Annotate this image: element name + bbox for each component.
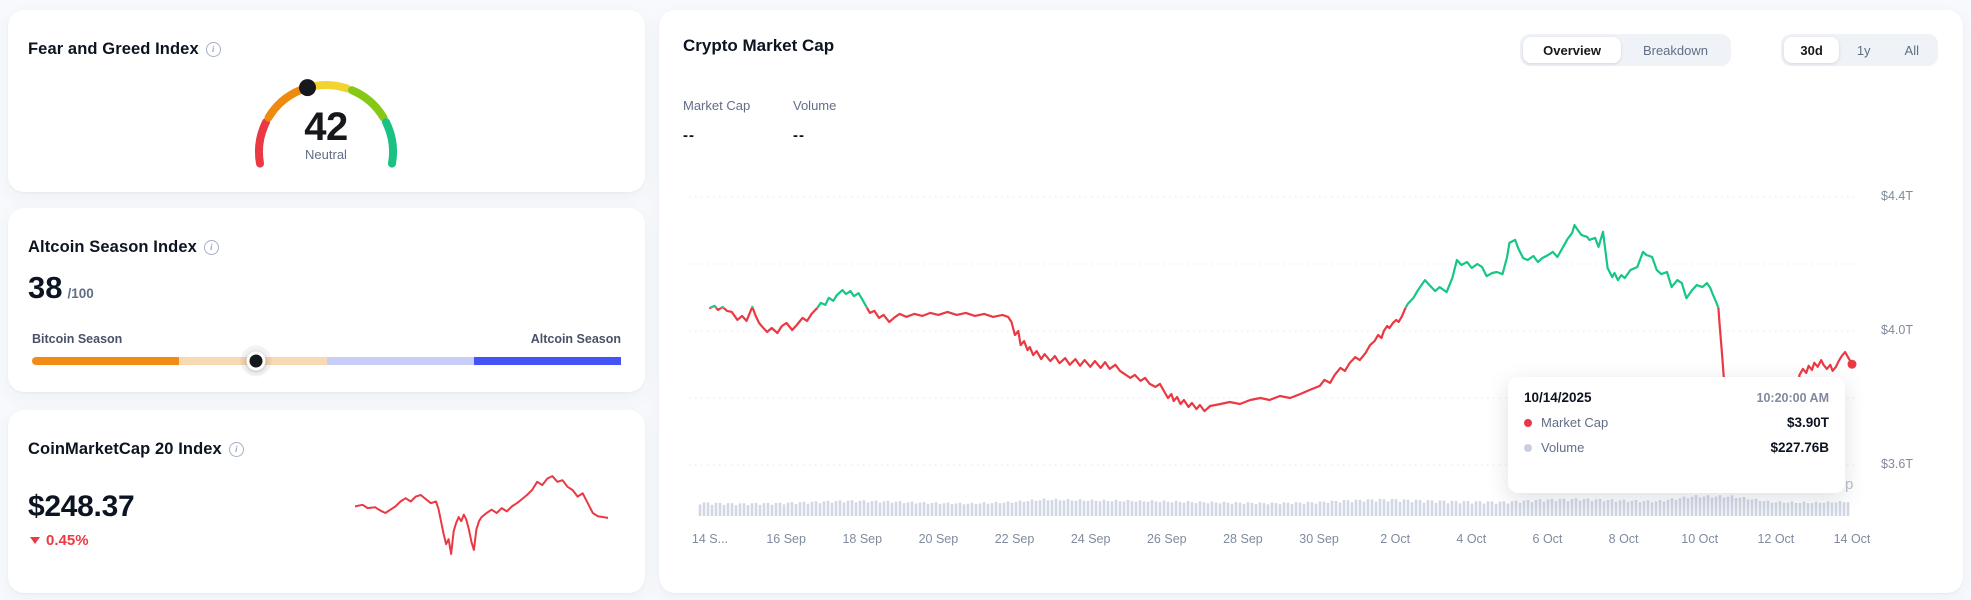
tooltip-series-label: Volume bbox=[1541, 440, 1585, 455]
y-axis-tick: $4.0T bbox=[1881, 323, 1913, 337]
fear-greed-value: 42 bbox=[304, 105, 348, 149]
x-axis-tick: 2 Oct bbox=[1380, 532, 1411, 546]
info-icon[interactable]: i bbox=[228, 442, 244, 457]
cmc20-sparkline bbox=[355, 475, 608, 555]
info-icon[interactable]: i bbox=[203, 240, 219, 255]
volume-bars bbox=[698, 495, 1850, 516]
chart-title-text: Crypto Market Cap bbox=[683, 36, 835, 55]
legend-market-cap-value: -- bbox=[683, 127, 695, 144]
x-axis-tick: 26 Sep bbox=[1146, 532, 1187, 546]
altcoin-season-track bbox=[32, 351, 621, 371]
gauge-indicator-dot bbox=[299, 79, 316, 97]
bitcoin-season-label: Bitcoin Season bbox=[32, 332, 123, 346]
altcoin-season-max: /100 bbox=[67, 286, 94, 301]
tab-breakdown[interactable]: Breakdown bbox=[1642, 42, 1708, 58]
cmc20-change: 0.45% bbox=[30, 532, 89, 549]
tooltip-row-0: Market Cap $3.90T bbox=[1524, 415, 1829, 430]
chart-title: Crypto Market Cap bbox=[683, 36, 834, 56]
altcoin-season-label: Altcoin Season bbox=[530, 332, 621, 346]
altcoin-season-title-text: Altcoin Season Index bbox=[28, 238, 197, 256]
market-cap-chart[interactable] bbox=[659, 10, 1963, 593]
fear-greed-card: Fear and Greed Index i 42 Neutral bbox=[8, 10, 645, 192]
fear-greed-title-text: Fear and Greed Index bbox=[28, 40, 199, 58]
gauge-segment-0 bbox=[254, 118, 270, 168]
fear-greed-gauge: 42 Neutral bbox=[8, 10, 645, 192]
fear-greed-title: Fear and Greed Index i bbox=[28, 40, 221, 59]
range-tab-group: 30d 1y All bbox=[1781, 34, 1938, 66]
altcoin-season-card: Altcoin Season Index i 38 /100 Bitcoin S… bbox=[8, 208, 645, 392]
y-axis-tick: $4.4T bbox=[1881, 189, 1913, 203]
season-track-segment-0 bbox=[32, 357, 180, 365]
tooltip-series-value: $227.76B bbox=[1770, 440, 1829, 455]
cmc20-change-percent: 0.45% bbox=[46, 532, 89, 549]
altcoin-season-title: Altcoin Season Index i bbox=[28, 238, 219, 257]
cmc20-title: CoinMarketCap 20 Index i bbox=[28, 440, 244, 459]
legend-volume-label: Volume bbox=[793, 98, 837, 113]
chart-tooltip: 10/14/2025 10:20:00 AM Market Cap $3.90T V… bbox=[1508, 377, 1845, 493]
x-axis-tick: 6 Oct bbox=[1532, 532, 1563, 546]
range-tab-all[interactable]: All bbox=[1904, 42, 1919, 58]
x-axis-tick: 14 S... bbox=[691, 532, 729, 546]
info-icon[interactable]: i bbox=[205, 42, 221, 57]
fear-greed-gauge-arc bbox=[254, 79, 398, 168]
tooltip-series-label: Market Cap bbox=[1541, 415, 1609, 430]
tooltip-series-dot bbox=[1524, 443, 1532, 452]
x-axis-tick: 20 Sep bbox=[918, 532, 959, 546]
x-axis-tick: 8 Oct bbox=[1608, 532, 1639, 546]
view-tab-group: Overview Breakdown bbox=[1520, 34, 1731, 66]
legend-market-cap-label: Market Cap bbox=[683, 98, 751, 113]
tooltip-series-value: $3.90T bbox=[1786, 415, 1829, 430]
x-axis-tick: 18 Sep bbox=[842, 532, 883, 546]
gauge-segment-3 bbox=[347, 86, 388, 122]
legend-volume-value: -- bbox=[793, 127, 805, 144]
x-axis-tick: 24 Sep bbox=[1070, 532, 1111, 546]
season-track-segment-3 bbox=[473, 357, 621, 365]
crypto-market-cap-card: Crypto Market Cap Market Cap -- Volume -… bbox=[659, 10, 1963, 593]
market-cap-line-below-baseline bbox=[708, 307, 1854, 465]
tooltip-time: 10:20:00 AM bbox=[1756, 390, 1830, 405]
tooltip-date: 10/14/2025 bbox=[1524, 390, 1592, 405]
cmc20-title-text: CoinMarketCap 20 Index bbox=[28, 440, 222, 458]
gauge-segment-1 bbox=[264, 86, 305, 122]
y-axis-tick: $3.6T bbox=[1881, 457, 1913, 471]
range-tab-30d[interactable]: 30d bbox=[1784, 37, 1839, 63]
tooltip-series-dot bbox=[1524, 418, 1532, 427]
x-axis-tick: 30 Sep bbox=[1299, 532, 1339, 546]
x-axis-tick: 4 Oct bbox=[1456, 532, 1487, 546]
x-axis-tick: 16 Sep bbox=[766, 532, 806, 546]
x-axis-tick: 28 Sep bbox=[1223, 532, 1263, 546]
legend-volume: Volume -- bbox=[793, 98, 836, 144]
season-track-segment-2 bbox=[326, 357, 474, 365]
x-axis-tick: 22 Sep bbox=[994, 532, 1035, 546]
tooltip-row-1: Volume $227.76B bbox=[1524, 440, 1829, 455]
x-axis-tick: 14 Oct bbox=[1833, 532, 1871, 546]
altcoin-season-value-row: 38 /100 bbox=[28, 270, 94, 306]
fear-greed-classification: Neutral bbox=[305, 147, 347, 162]
last-point-marker bbox=[1847, 359, 1857, 369]
x-axis-tick: 12 Oct bbox=[1757, 532, 1795, 546]
altcoin-season-scale-labels: Bitcoin Season Altcoin Season bbox=[32, 332, 621, 346]
cmc20-price: $248.37 bbox=[28, 490, 135, 523]
range-tab-1y[interactable]: 1y bbox=[1856, 42, 1871, 58]
altcoin-season-indicator-dot bbox=[246, 351, 266, 371]
watermark-fragment: p bbox=[1845, 476, 1854, 493]
x-axis-tick: 10 Oct bbox=[1681, 532, 1719, 546]
cmc20-index-card: CoinMarketCap 20 Index i $248.37 0.45% bbox=[8, 410, 645, 593]
down-triangle-icon bbox=[30, 537, 40, 544]
sparkline-path bbox=[355, 475, 608, 555]
altcoin-season-value: 38 bbox=[28, 270, 63, 305]
legend-market-cap: Market Cap -- bbox=[683, 98, 750, 144]
tab-overview[interactable]: Overview bbox=[1523, 37, 1621, 63]
gauge-segment-4 bbox=[382, 118, 398, 168]
